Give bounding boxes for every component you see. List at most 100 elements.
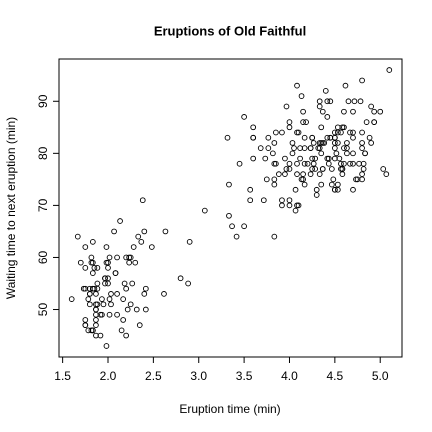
point [94, 265, 101, 271]
point [282, 155, 288, 162]
point [338, 129, 344, 136]
point [353, 176, 359, 183]
point [229, 223, 235, 230]
point [310, 140, 317, 146]
point [135, 233, 142, 240]
point [271, 140, 278, 146]
point [289, 150, 296, 157]
point [100, 301, 107, 308]
y-tick-label: 90 [36, 94, 50, 108]
y-tick-label: 80 [36, 146, 50, 160]
point [265, 145, 272, 151]
point [316, 103, 323, 110]
point [186, 238, 193, 245]
point [148, 244, 155, 250]
point [185, 280, 191, 287]
point [291, 145, 297, 151]
point [123, 285, 129, 292]
point [247, 197, 254, 204]
point [129, 280, 136, 287]
point [289, 140, 296, 146]
point [334, 186, 341, 193]
point [354, 176, 361, 183]
point [322, 88, 329, 94]
point [271, 176, 278, 183]
point [319, 140, 326, 146]
point [351, 98, 358, 105]
point [282, 171, 288, 178]
point [265, 134, 272, 141]
point [133, 306, 140, 313]
point [80, 285, 87, 292]
point [283, 103, 290, 110]
point [141, 291, 148, 297]
point [77, 259, 84, 266]
point [294, 160, 300, 167]
point [356, 160, 362, 167]
point [224, 134, 231, 141]
x-tick-label: 2.0 [100, 369, 117, 383]
point [324, 155, 331, 162]
point [318, 140, 325, 146]
point [74, 233, 81, 240]
point [257, 145, 264, 151]
point [324, 134, 331, 141]
point [312, 155, 319, 162]
point [286, 124, 293, 131]
point [120, 296, 127, 302]
point [294, 202, 300, 209]
point [270, 150, 276, 157]
point [341, 160, 347, 167]
point [300, 108, 306, 115]
point [338, 160, 344, 167]
point [386, 67, 393, 73]
point [303, 119, 309, 125]
point [304, 160, 311, 167]
point [247, 186, 254, 193]
point [357, 98, 364, 105]
point [226, 181, 232, 188]
point [121, 280, 128, 287]
point [325, 160, 332, 167]
point [106, 254, 113, 261]
point [292, 207, 299, 214]
point [103, 343, 110, 349]
y-tick-label: 50 [36, 303, 50, 317]
point [88, 259, 95, 266]
point [126, 254, 132, 261]
point [309, 166, 316, 172]
point [310, 160, 317, 167]
point [298, 176, 305, 183]
point [301, 181, 308, 188]
chart-title: Eruptions of Old Faithful [154, 23, 306, 38]
point [262, 155, 269, 162]
point [136, 322, 143, 328]
point [318, 124, 325, 131]
point [89, 238, 96, 245]
point [307, 145, 314, 151]
point [362, 150, 368, 157]
point [350, 129, 356, 136]
point [93, 332, 99, 339]
point [141, 228, 148, 235]
point [300, 119, 306, 125]
x-tick-label: 5.0 [372, 369, 389, 383]
point [359, 145, 365, 151]
point [297, 145, 303, 151]
point [85, 327, 92, 334]
point [108, 291, 114, 297]
point [368, 103, 374, 110]
point [127, 301, 134, 308]
point [94, 285, 101, 292]
point [298, 93, 305, 99]
point [201, 207, 208, 214]
point [336, 155, 343, 162]
point [318, 181, 325, 188]
point [350, 186, 356, 193]
point [271, 160, 278, 167]
point [226, 212, 232, 219]
point [292, 186, 299, 193]
x-axis-label: Eruption time (min) [179, 402, 280, 416]
